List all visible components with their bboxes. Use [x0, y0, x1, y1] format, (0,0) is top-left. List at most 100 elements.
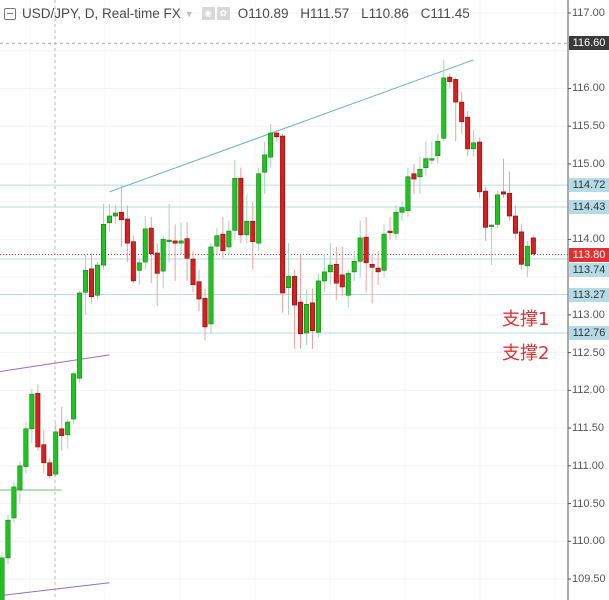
- candle-body: [357, 237, 363, 262]
- ohlc-values: O110.89 H111.57 L110.86 C111.45: [238, 6, 478, 21]
- candle-body: [100, 224, 106, 266]
- candle-body: [495, 194, 501, 225]
- candle-body: [232, 177, 238, 231]
- candle-body: [136, 262, 142, 271]
- trendline: [0, 354, 110, 372]
- candle-body: [518, 231, 524, 265]
- candle-body: [327, 264, 333, 273]
- trendline: [109, 59, 474, 193]
- candle-body: [351, 260, 357, 273]
- candle-body: [178, 240, 184, 244]
- candle-body: [268, 132, 274, 158]
- price-tag: 114.72: [569, 178, 609, 193]
- candle-body: [435, 140, 441, 156]
- candle-body: [381, 233, 387, 271]
- close-value: C111.45: [420, 6, 470, 21]
- candle-body: [59, 428, 65, 436]
- candle-body: [393, 211, 399, 234]
- y-tick-label: 112.00: [572, 384, 605, 397]
- price-tag: 112.76: [569, 325, 609, 340]
- candle-body: [333, 264, 339, 284]
- candle-body: [238, 177, 244, 236]
- price-tag: 114.43: [569, 199, 609, 214]
- support-2-label: 支撑2: [502, 343, 550, 364]
- caret-down-icon[interactable]: ▼: [184, 8, 194, 19]
- candle-body: [530, 237, 536, 255]
- candle-body: [309, 302, 315, 332]
- candle-body: [465, 116, 471, 150]
- candle-body: [214, 235, 220, 247]
- candle-body: [89, 268, 95, 298]
- symbol-title[interactable]: USD/JPY, D, Real-time FX: [22, 6, 181, 21]
- candle-body: [489, 224, 495, 227]
- y-tick-label: 111.00: [572, 459, 605, 472]
- candle-body: [363, 236, 369, 264]
- y-tick-label: 111.50: [572, 422, 605, 435]
- candle-body: [142, 228, 148, 263]
- price-tag: 113.74: [569, 262, 609, 277]
- low-value: L110.86: [361, 6, 409, 21]
- candle-body: [411, 173, 417, 180]
- candle-body: [41, 444, 47, 464]
- candle-body: [17, 465, 23, 491]
- support-1-label: 支撑1: [502, 309, 550, 330]
- candle-body: [399, 207, 405, 213]
- y-tick-label: 113.00: [572, 308, 605, 321]
- candle-body: [23, 428, 29, 467]
- eye-icon[interactable]: ◉: [201, 7, 215, 20]
- candle-body: [500, 191, 506, 195]
- collapse-icon[interactable]: [4, 7, 16, 20]
- candle-body: [423, 158, 429, 169]
- candle-body: [286, 276, 292, 289]
- y-tick-label: 116.00: [572, 82, 605, 95]
- high-value: H111.57: [300, 6, 350, 21]
- candle-body: [160, 239, 166, 272]
- candle-body: [244, 220, 250, 236]
- chart-legend: USD/JPY, D, Real-time FX ▼ ◉ ✿ O110.89 H…: [4, 6, 478, 21]
- candle-body: [148, 227, 154, 255]
- candle-body: [118, 211, 124, 221]
- candle-body: [345, 273, 351, 296]
- candle-body: [202, 297, 208, 328]
- candle-body: [35, 393, 41, 448]
- y-tick-label: 115.50: [572, 120, 605, 133]
- candle-body: [483, 190, 489, 228]
- candle-body: [297, 301, 303, 335]
- candle-body: [459, 101, 465, 122]
- candle-body: [154, 252, 160, 274]
- candle-body: [280, 135, 286, 294]
- candle-body: [106, 215, 112, 224]
- candle-body: [29, 393, 35, 430]
- candle-body: [339, 274, 345, 288]
- candle-body: [226, 230, 232, 248]
- candle-body: [77, 292, 83, 379]
- candle-body: [303, 304, 309, 334]
- candle-body: [172, 240, 178, 244]
- candle-body: [315, 280, 321, 333]
- price-tag: 116.60: [569, 36, 609, 51]
- candle-body: [95, 264, 101, 296]
- gear-icon[interactable]: ✿: [216, 7, 230, 20]
- candle-body: [387, 230, 393, 233]
- candle-body: [47, 462, 53, 476]
- candle-body: [11, 486, 17, 519]
- candle-body: [208, 246, 214, 325]
- candle-body: [112, 212, 118, 217]
- y-tick-label: 115.00: [572, 157, 605, 170]
- y-tick-label: 110.50: [572, 497, 605, 510]
- open-value: O110.89: [237, 6, 289, 21]
- y-tick-label: 110.00: [572, 535, 605, 548]
- y-tick-label: 109.50: [572, 573, 606, 586]
- price-tag: 113.80: [569, 247, 609, 262]
- y-tick-label: 112.50: [572, 346, 605, 359]
- candle-body: [506, 193, 512, 217]
- price-tag: 113.27: [569, 287, 609, 302]
- candle-body: [429, 158, 435, 161]
- candle-body: [130, 241, 136, 282]
- candle-body: [220, 233, 226, 252]
- candle-body: [375, 267, 381, 273]
- candle-body: [447, 76, 453, 82]
- candle-body: [71, 373, 77, 420]
- y-tick-label: 117.00: [572, 7, 605, 19]
